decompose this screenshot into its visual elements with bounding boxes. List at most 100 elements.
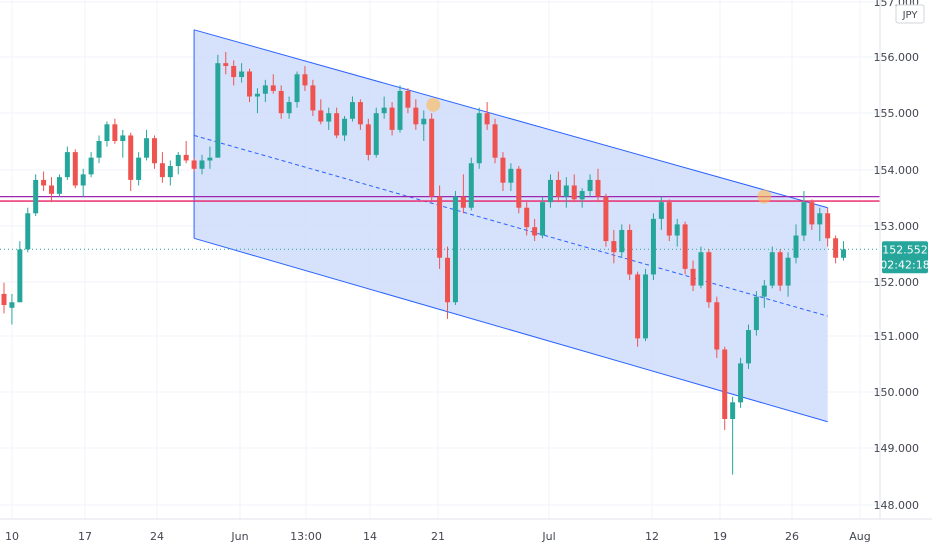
candle[interactable] xyxy=(381,107,387,114)
candle[interactable] xyxy=(722,349,728,420)
candle[interactable] xyxy=(191,160,197,169)
candle[interactable] xyxy=(199,160,205,169)
candle[interactable] xyxy=(270,85,276,91)
candle[interactable] xyxy=(167,166,173,178)
candle[interactable] xyxy=(223,63,229,66)
candle[interactable] xyxy=(658,202,664,219)
candle[interactable] xyxy=(120,135,126,141)
candle[interactable] xyxy=(706,252,712,303)
candle[interactable] xyxy=(342,118,348,136)
candle[interactable] xyxy=(555,179,561,197)
candle[interactable] xyxy=(1,293,7,306)
candle[interactable] xyxy=(310,85,316,111)
candle[interactable] xyxy=(318,110,324,122)
candle[interactable] xyxy=(429,118,435,197)
candle[interactable] xyxy=(136,157,142,180)
candle[interactable] xyxy=(500,157,506,183)
candle[interactable] xyxy=(421,118,427,125)
candle[interactable] xyxy=(524,207,530,228)
candle[interactable] xyxy=(294,74,300,103)
candle[interactable] xyxy=(730,402,736,419)
candle[interactable] xyxy=(833,238,839,258)
candle[interactable] xyxy=(159,163,165,178)
candle[interactable] xyxy=(745,330,751,364)
candle[interactable] xyxy=(635,274,641,339)
candle[interactable] xyxy=(452,196,458,303)
candle[interactable] xyxy=(643,274,649,339)
candle[interactable] xyxy=(389,107,395,130)
candle[interactable] xyxy=(151,138,157,164)
candle[interactable] xyxy=(104,124,110,141)
candle[interactable] xyxy=(262,85,268,94)
candle[interactable] xyxy=(698,252,704,286)
candle[interactable] xyxy=(595,179,601,197)
candle[interactable] xyxy=(239,71,245,78)
candle[interactable] xyxy=(405,90,411,108)
candle[interactable] xyxy=(468,163,474,208)
candle[interactable] xyxy=(445,257,451,303)
candle[interactable] xyxy=(357,102,363,125)
candle[interactable] xyxy=(587,179,593,192)
candle[interactable] xyxy=(17,249,23,303)
candle[interactable] xyxy=(56,177,62,194)
candle[interactable] xyxy=(64,152,70,178)
candle[interactable] xyxy=(674,224,680,236)
time-axis[interactable]: 10 17 24 Jun 13:00 14 21 Jul 12 19 26 Aug xyxy=(5,530,871,543)
candle[interactable] xyxy=(207,157,213,161)
candle[interactable] xyxy=(841,249,847,258)
candle[interactable] xyxy=(563,185,569,197)
candle[interactable] xyxy=(627,229,633,275)
candle[interactable] xyxy=(302,74,308,86)
candle[interactable] xyxy=(650,218,656,275)
candle[interactable] xyxy=(41,179,47,186)
candle[interactable] xyxy=(532,227,538,236)
candle[interactable] xyxy=(326,113,332,122)
candle[interactable] xyxy=(25,213,31,250)
candle[interactable] xyxy=(611,241,617,253)
candle[interactable] xyxy=(128,135,134,180)
candle[interactable] xyxy=(682,224,688,269)
candle[interactable] xyxy=(183,154,189,161)
candle[interactable] xyxy=(175,154,181,167)
candle[interactable] xyxy=(365,124,371,155)
candle[interactable] xyxy=(397,90,403,130)
candle[interactable] xyxy=(690,268,696,286)
candle[interactable] xyxy=(785,257,791,286)
candle[interactable] xyxy=(460,196,466,208)
candle[interactable] xyxy=(72,152,78,186)
candle[interactable] xyxy=(508,168,514,183)
candle[interactable] xyxy=(80,174,86,186)
candle[interactable] xyxy=(793,235,799,258)
candle[interactable] xyxy=(801,202,807,236)
candle[interactable] xyxy=(769,252,775,286)
candle[interactable] xyxy=(247,71,253,97)
candle[interactable] xyxy=(516,168,522,208)
candle[interactable] xyxy=(437,196,443,258)
candle[interactable] xyxy=(738,363,744,403)
candle[interactable] xyxy=(579,191,585,200)
candle[interactable] xyxy=(492,124,498,158)
currency-badge[interactable]: JPY xyxy=(895,4,925,24)
candle[interactable] xyxy=(825,213,831,239)
candle[interactable] xyxy=(777,252,783,286)
channel-median-line[interactable] xyxy=(193,134,828,317)
candle[interactable] xyxy=(96,141,102,158)
candle[interactable] xyxy=(817,213,823,225)
candle[interactable] xyxy=(215,63,221,158)
candle[interactable] xyxy=(33,179,39,214)
candle[interactable] xyxy=(9,302,15,308)
candle[interactable] xyxy=(753,296,759,331)
price-axis[interactable]: 148.000 149.000 150.000 151.000 152.000 153.0… xyxy=(874,0,920,512)
candle[interactable] xyxy=(540,202,546,236)
candle[interactable] xyxy=(666,202,672,236)
candle[interactable] xyxy=(603,196,609,242)
candle[interactable] xyxy=(714,302,720,350)
candle[interactable] xyxy=(373,113,379,155)
candle[interactable] xyxy=(809,202,815,225)
candle[interactable] xyxy=(231,65,237,78)
candle[interactable] xyxy=(476,113,482,164)
candle[interactable] xyxy=(761,285,767,297)
candle[interactable] xyxy=(349,102,355,119)
